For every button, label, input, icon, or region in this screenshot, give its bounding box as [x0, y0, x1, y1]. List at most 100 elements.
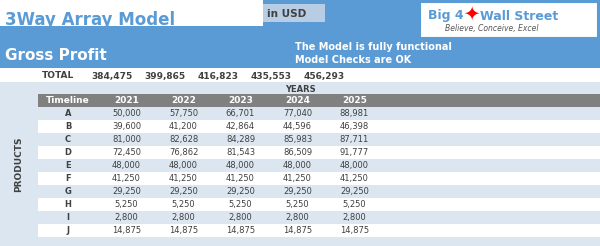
Text: 29,250: 29,250	[226, 187, 255, 196]
Text: Believe, Conceive, Excel: Believe, Conceive, Excel	[445, 24, 539, 32]
Text: 14,875: 14,875	[283, 226, 312, 235]
Text: G: G	[65, 187, 71, 196]
Text: 41,250: 41,250	[169, 174, 198, 183]
Text: 29,250: 29,250	[283, 187, 312, 196]
Text: 14,875: 14,875	[226, 226, 255, 235]
Bar	[38, 198, 600, 211]
Text: I: I	[67, 213, 70, 222]
Text: 85,983: 85,983	[283, 135, 312, 144]
Text: Big 4: Big 4	[428, 10, 464, 22]
Text: 29,250: 29,250	[112, 187, 141, 196]
Text: 5,250: 5,250	[343, 200, 367, 209]
Bar	[38, 185, 600, 198]
Text: 87,711: 87,711	[340, 135, 369, 144]
Text: 456,293: 456,293	[304, 72, 344, 80]
Text: 76,862: 76,862	[169, 148, 198, 157]
Text: 50,000: 50,000	[112, 109, 141, 118]
Text: ✦: ✦	[463, 4, 479, 24]
Text: 2025: 2025	[342, 96, 367, 105]
Bar	[420, 2, 598, 38]
Text: 29,250: 29,250	[340, 187, 369, 196]
Bar	[0, 82, 600, 246]
Text: TOTAL: TOTAL	[42, 72, 74, 80]
Text: J: J	[67, 226, 70, 235]
Bar	[0, 68, 600, 82]
Text: 57,750: 57,750	[169, 109, 198, 118]
Text: in USD: in USD	[267, 9, 306, 19]
Text: PRODUCTS: PRODUCTS	[14, 136, 23, 192]
Text: 48,000: 48,000	[283, 161, 312, 170]
Bar	[0, 0, 600, 38]
Text: F: F	[65, 174, 71, 183]
Text: 2,800: 2,800	[286, 213, 310, 222]
Text: 5,250: 5,250	[286, 200, 310, 209]
Text: 399,865: 399,865	[145, 72, 185, 80]
Text: 46,398: 46,398	[340, 122, 369, 131]
Text: 84,289: 84,289	[226, 135, 255, 144]
Bar	[38, 133, 600, 146]
Bar	[263, 4, 325, 22]
Text: 5,250: 5,250	[172, 200, 196, 209]
Text: 48,000: 48,000	[340, 161, 369, 170]
Bar	[38, 94, 600, 107]
Text: 384,475: 384,475	[91, 72, 133, 80]
Text: 72,450: 72,450	[112, 148, 141, 157]
Text: 14,875: 14,875	[340, 226, 369, 235]
Text: 2,800: 2,800	[115, 213, 139, 222]
Text: C: C	[65, 135, 71, 144]
Text: 82,628: 82,628	[169, 135, 198, 144]
Bar	[0, 38, 600, 68]
Text: YEARS: YEARS	[284, 84, 316, 93]
Text: Wall Street: Wall Street	[480, 10, 558, 22]
Text: 39,600: 39,600	[112, 122, 141, 131]
Text: 81,543: 81,543	[226, 148, 255, 157]
Text: 2021: 2021	[114, 96, 139, 105]
Text: 2,800: 2,800	[172, 213, 196, 222]
Text: The Model is fully functional: The Model is fully functional	[295, 42, 452, 52]
Text: 81,000: 81,000	[112, 135, 141, 144]
Text: A: A	[65, 109, 71, 118]
Text: 5,250: 5,250	[115, 200, 139, 209]
Text: 5,250: 5,250	[229, 200, 253, 209]
Text: 41,200: 41,200	[169, 122, 198, 131]
Bar	[0, 0, 263, 26]
Bar	[38, 146, 600, 159]
Text: 416,823: 416,823	[197, 72, 239, 80]
Text: 2024: 2024	[285, 96, 310, 105]
Text: 86,509: 86,509	[283, 148, 312, 157]
Text: 44,596: 44,596	[283, 122, 312, 131]
Text: E: E	[65, 161, 71, 170]
Text: 88,981: 88,981	[340, 109, 369, 118]
Text: 66,701: 66,701	[226, 109, 255, 118]
Bar	[38, 224, 600, 237]
Text: 3Way Array Model: 3Way Array Model	[5, 11, 175, 29]
Bar	[38, 211, 600, 224]
Text: 2,800: 2,800	[229, 213, 253, 222]
Text: B: B	[65, 122, 71, 131]
Text: Model Checks are OK: Model Checks are OK	[295, 55, 411, 65]
Bar	[38, 82, 600, 94]
Text: 2,800: 2,800	[343, 213, 367, 222]
Text: 77,040: 77,040	[283, 109, 312, 118]
Bar	[38, 107, 600, 120]
Text: 435,553: 435,553	[251, 72, 292, 80]
Text: 48,000: 48,000	[169, 161, 198, 170]
Text: Timeline: Timeline	[46, 96, 90, 105]
Text: H: H	[65, 200, 71, 209]
Text: 41,250: 41,250	[283, 174, 312, 183]
Text: 48,000: 48,000	[226, 161, 255, 170]
Text: 14,875: 14,875	[112, 226, 141, 235]
Bar	[38, 120, 600, 133]
Text: 41,250: 41,250	[112, 174, 141, 183]
Text: 2022: 2022	[171, 96, 196, 105]
Text: 41,250: 41,250	[340, 174, 369, 183]
Text: 41,250: 41,250	[226, 174, 255, 183]
Bar	[38, 172, 600, 185]
Bar	[38, 159, 600, 172]
Text: 14,875: 14,875	[169, 226, 198, 235]
Text: 48,000: 48,000	[112, 161, 141, 170]
Text: 91,777: 91,777	[340, 148, 369, 157]
Text: 29,250: 29,250	[169, 187, 198, 196]
Text: 42,864: 42,864	[226, 122, 255, 131]
Bar	[0, 82, 38, 246]
